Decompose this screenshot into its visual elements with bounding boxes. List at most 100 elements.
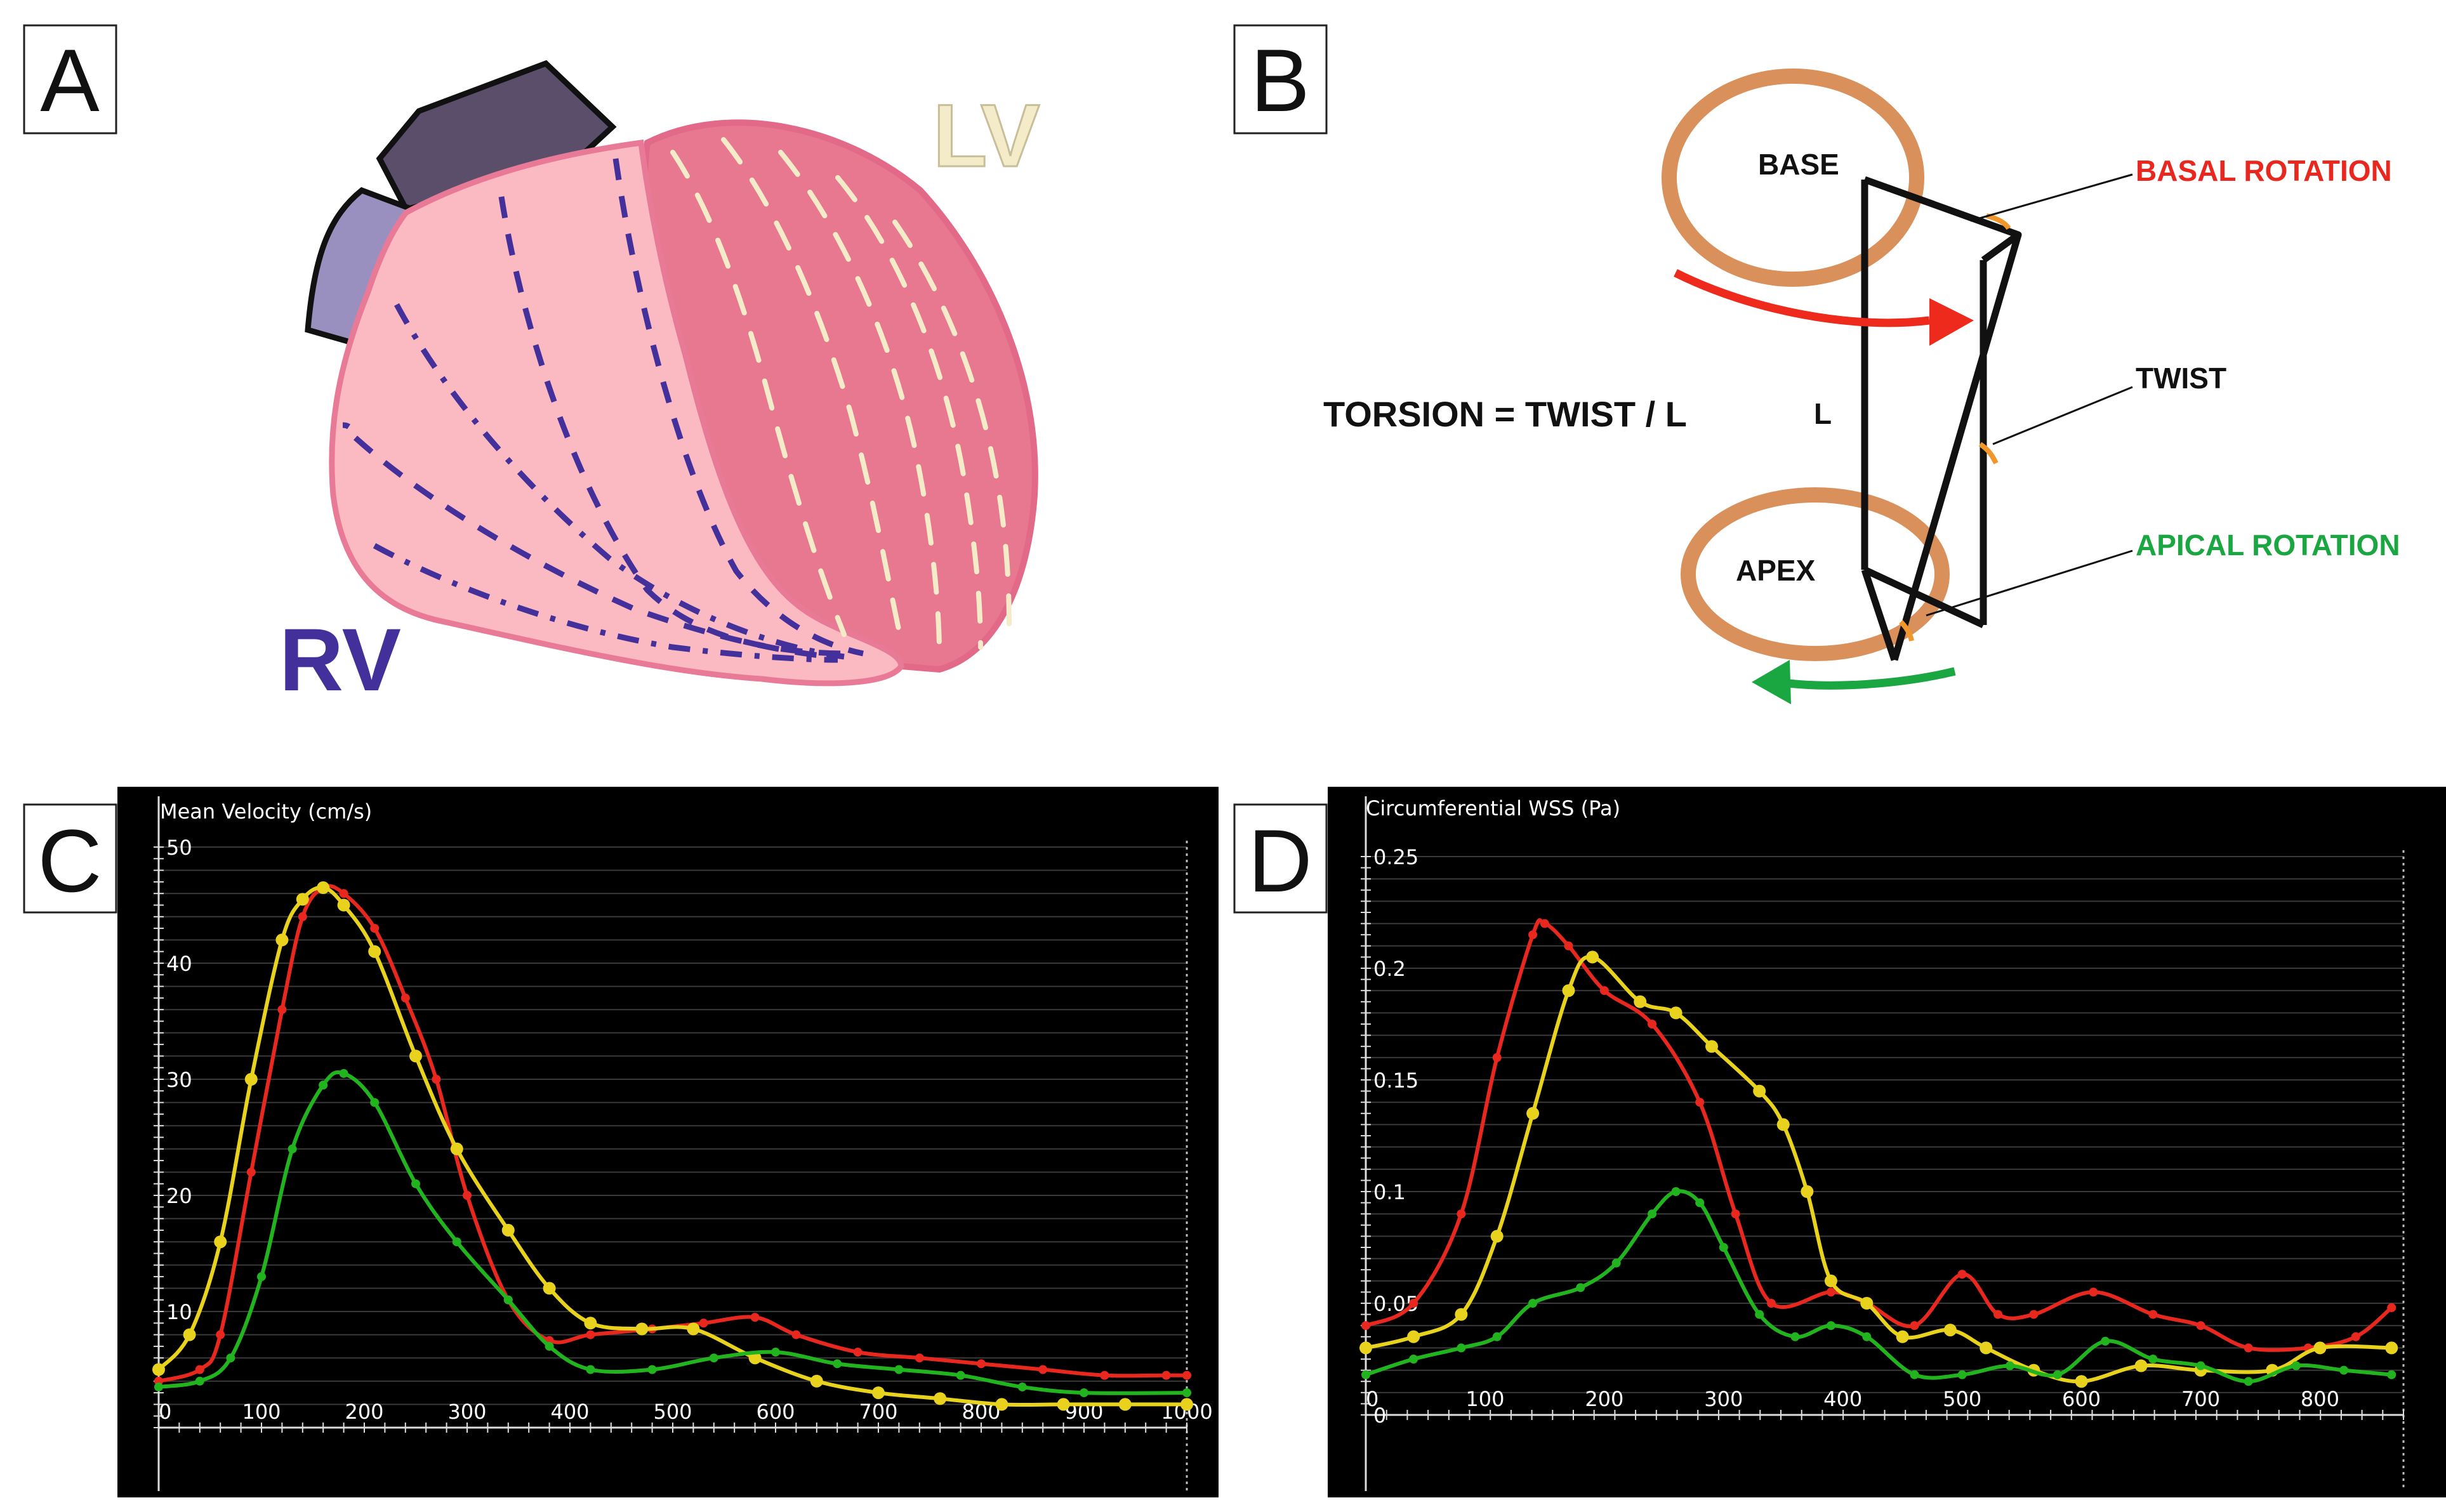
panel-b-label: B <box>1250 30 1309 130</box>
data-point-green <box>1826 1321 1835 1331</box>
x-tick-label: 500 <box>653 1400 692 1424</box>
x-tick-label: 400 <box>550 1400 589 1424</box>
data-point-yellow <box>1705 1040 1718 1053</box>
data-point-red <box>2387 1303 2396 1313</box>
data-point-yellow <box>275 933 289 947</box>
data-point-red <box>1648 1020 1657 1029</box>
data-point-green <box>1755 1310 1764 1319</box>
data-point-green <box>1457 1343 1466 1353</box>
data-point-yellow <box>2134 1359 2148 1372</box>
data-point-yellow <box>872 1386 885 1400</box>
rv-label: RV <box>279 610 401 709</box>
data-point-green <box>154 1382 163 1391</box>
data-point-green <box>2101 1336 2110 1346</box>
basal-rotation-arrow <box>1674 269 1974 346</box>
data-point-red <box>1100 1371 1109 1380</box>
length-label: L <box>1814 397 1832 430</box>
data-point-yellow <box>409 1049 422 1063</box>
chart-c-ylabel: Mean Velocity (cm/s) <box>160 799 372 824</box>
lv-label: LV <box>933 86 1040 185</box>
data-point-yellow <box>2313 1341 2327 1355</box>
data-point-yellow <box>1753 1084 1766 1098</box>
data-point-green <box>1957 1370 1967 1379</box>
data-point-green <box>2244 1377 2253 1386</box>
y-tick-label: 0.1 <box>1373 1180 1406 1204</box>
panel-a-label: A <box>40 30 100 130</box>
data-point-yellow <box>368 945 381 958</box>
data-point-red <box>432 1075 441 1084</box>
data-point-green <box>195 1376 204 1386</box>
data-point-red <box>1540 919 1549 928</box>
data-point-yellow <box>1057 1398 1070 1411</box>
x-tick-label: 700 <box>2181 1387 2220 1411</box>
data-point-green <box>545 1341 554 1351</box>
twist-leader-line <box>1992 386 2133 445</box>
data-point-yellow <box>1776 1118 1790 1131</box>
data-point-green <box>1790 1332 1800 1341</box>
data-point-green <box>226 1353 235 1363</box>
data-point-red <box>463 1191 472 1200</box>
right-atrium-shape <box>305 187 416 353</box>
data-point-green <box>1910 1370 1919 1379</box>
y-tick-label: 50 <box>166 836 192 860</box>
data-point-yellow <box>1634 995 1647 1008</box>
data-point-yellow <box>1180 1398 1193 1411</box>
data-point-green <box>1862 1332 1872 1341</box>
panel-a: A LV RV <box>23 24 1041 709</box>
data-point-yellow <box>748 1351 762 1365</box>
apical-rotation-arrow <box>1752 660 1956 704</box>
data-point-yellow <box>296 893 309 906</box>
data-point-green <box>956 1371 965 1380</box>
y-tick-label: 20 <box>166 1184 192 1208</box>
x-tick-label: 0 <box>159 1400 171 1424</box>
data-point-green <box>833 1359 842 1369</box>
data-point-green <box>586 1365 595 1374</box>
data-point-green <box>771 1348 780 1357</box>
data-point-yellow <box>1490 1230 1504 1243</box>
data-point-green <box>2387 1370 2396 1379</box>
data-point-yellow <box>152 1363 165 1376</box>
data-point-red <box>1695 1098 1705 1107</box>
data-point-green <box>1182 1388 1191 1398</box>
data-point-yellow <box>1455 1308 1468 1321</box>
twist-bottom-edge <box>1861 567 1985 661</box>
base-ring <box>1662 69 1924 287</box>
data-point-green <box>1611 1258 1621 1268</box>
data-point-green <box>1492 1332 1502 1341</box>
heart-illustration <box>305 60 1038 687</box>
y-tick-label: 30 <box>166 1068 192 1092</box>
data-point-red <box>2089 1287 2098 1297</box>
panel-c-label: C <box>37 811 102 910</box>
data-point-red <box>1038 1365 1048 1374</box>
data-point-red <box>195 1365 204 1374</box>
data-point-green <box>1671 1187 1681 1196</box>
panel-d-label: D <box>1248 811 1312 910</box>
data-point-red <box>2244 1343 2253 1353</box>
x-tick-label: 400 <box>1823 1387 1862 1411</box>
x-tick-label: 200 <box>345 1400 383 1424</box>
data-point-red <box>2148 1310 2158 1319</box>
data-point-yellow <box>1801 1185 1814 1198</box>
data-point-yellow <box>450 1142 463 1155</box>
data-point-red <box>1993 1310 2003 1319</box>
data-point-yellow <box>1669 1006 1682 1020</box>
data-point-yellow <box>1896 1330 1909 1343</box>
x-tick-label: 0 <box>1366 1387 1378 1411</box>
y-tick-label: 0 <box>1373 1404 1386 1428</box>
apex-label: APEX <box>1736 554 1816 587</box>
data-point-green <box>2339 1365 2349 1375</box>
data-point-red <box>1457 1209 1466 1219</box>
data-point-red <box>1731 1209 1740 1219</box>
rv-shape <box>329 139 904 687</box>
y-tick-label: 0.2 <box>1373 957 1406 981</box>
data-point-green <box>1528 1299 1538 1308</box>
data-point-green <box>411 1179 420 1188</box>
data-point-yellow <box>1943 1324 1957 1337</box>
basal-leader-line <box>1970 173 2133 222</box>
data-point-yellow <box>934 1392 947 1405</box>
x-tick-label: 300 <box>1704 1387 1743 1411</box>
data-point-red <box>1361 1321 1370 1331</box>
data-point-red <box>246 1167 256 1177</box>
x-tick-label: 800 <box>2301 1387 2339 1411</box>
